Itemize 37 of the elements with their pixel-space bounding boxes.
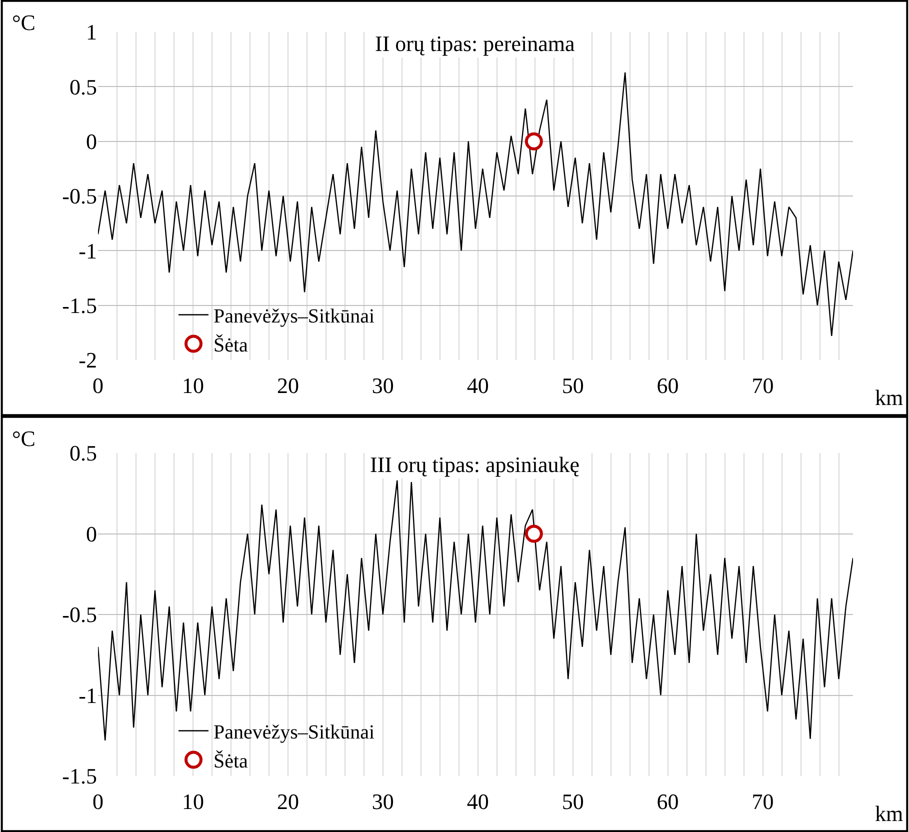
x-tick-label: 40 — [466, 373, 489, 398]
y-tick-label: -1.5 — [62, 764, 97, 789]
y-axis-title: °C — [12, 426, 36, 451]
y-tick-label: -0.5 — [62, 602, 97, 628]
y-tick-label: -1.5 — [62, 293, 97, 318]
x-tick-label: 10 — [182, 789, 204, 814]
y-tick-label: -1 — [78, 682, 97, 708]
x-tick-label: 30 — [372, 789, 394, 814]
x-tick-label: 40 — [466, 789, 489, 814]
x-axis-title: km — [875, 385, 904, 410]
y-axis-title: °C — [12, 10, 36, 35]
x-tick-label: 20 — [276, 373, 299, 398]
legend-label: Šėta — [214, 334, 248, 357]
chart-title: III orų tipas: apsiniaukę — [370, 452, 580, 477]
y-tick-label: 0 — [86, 521, 97, 546]
x-tick-label: 50 — [562, 789, 584, 814]
y-tick-label: -0.5 — [62, 184, 97, 209]
x-tick-label: 10 — [182, 373, 204, 398]
x-tick-label: 70 — [752, 789, 774, 814]
x-tick-label: 30 — [372, 373, 394, 398]
line-series — [98, 480, 853, 742]
y-tick-label: -2 — [78, 348, 97, 373]
legend-label: Panevėžys–Sitkūnai — [214, 306, 376, 328]
x-tick-label: 20 — [276, 789, 299, 814]
x-tick-label: 50 — [562, 373, 584, 398]
x-axis-title: km — [875, 801, 904, 826]
y-tick-label: 1 — [86, 20, 97, 45]
y-tick-label: 0 — [86, 129, 97, 154]
chart-title: II orų tipas: pereinama — [375, 31, 575, 56]
x-tick-label: 70 — [752, 373, 774, 398]
x-tick-label: 60 — [656, 373, 679, 398]
x-tick-label: 60 — [656, 789, 679, 814]
y-tick-label: -1 — [78, 238, 97, 264]
legend-label: Šėta — [214, 750, 248, 773]
y-tick-label: 0.5 — [70, 74, 97, 100]
y-tick-label: 0.5 — [70, 440, 97, 466]
legend-label: Panevėžys–Sitkūnai — [214, 722, 376, 744]
